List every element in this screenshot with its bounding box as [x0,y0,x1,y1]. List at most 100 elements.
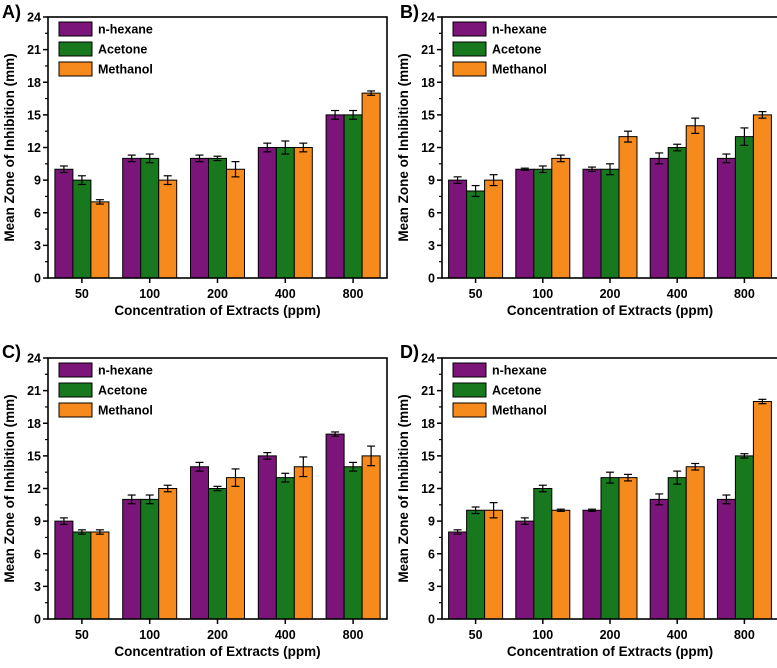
y-tick-label: 18 [421,417,435,431]
legend-label-n-hexane: n-hexane [98,364,153,378]
x-tick-label: 50 [75,287,89,301]
bar-methanol-400 [293,466,313,620]
legend: n-hexane Acetone Methanol [452,362,547,418]
x-tick-label: 800 [343,628,364,642]
panel-letter: A) [2,2,21,22]
y-tick-label: 3 [34,580,41,594]
chart-panel-4: D) 50 100 200 400 800 0 3 6 9 12 15 18 21 24 Concentrat… [396,342,777,659]
chart-panel-2: B) 50 100 200 400 800 0 3 6 9 12 15 18 21 24 Concentrat… [396,2,777,318]
bar-n-hexane-800 [716,157,736,279]
y-axis-title: Mean Zone of Inhibition (mm) [396,53,411,241]
y-tick-label: 6 [34,547,41,561]
bar-acetone-50 [466,190,486,279]
bar-acetone-100 [140,498,160,620]
y-axis-title: Mean Zone of Inhibition (mm) [396,394,411,582]
bar-methanol-100 [158,488,178,620]
y-tick-label: 21 [421,384,435,398]
x-axis-title: Concentration of Extracts (ppm) [114,303,320,318]
y-tick-label: 9 [428,174,435,188]
bar-methanol-200 [226,168,245,279]
x-tick-label: 50 [469,628,483,642]
legend-label-acetone: Acetone [98,43,147,57]
y-tick-label: 3 [428,239,435,253]
bar-n-hexane-200 [190,466,209,620]
y-tick-label: 24 [27,352,41,366]
legend-label-methanol: Methanol [98,404,153,418]
bar-n-hexane-800 [325,114,345,279]
bar-acetone-800 [343,466,363,620]
bar-methanol-100 [551,509,571,620]
legend: n-hexane Acetone Methanol [58,21,153,77]
x-tick-label: 200 [207,628,228,642]
bar-acetone-50 [72,179,92,279]
x-tick-label: 50 [469,287,483,301]
x-tick-label: 200 [207,287,228,301]
y-tick-label: 0 [428,272,435,286]
y-tick-label: 18 [27,76,41,90]
y-tick-label: 12 [27,141,41,155]
y-tick-label: 21 [27,43,41,57]
bar-acetone-400 [667,477,687,620]
y-tick-label: 15 [27,449,41,463]
bar-n-hexane-100 [515,168,535,279]
y-tick-label: 9 [34,174,41,188]
y-tick-label: 21 [421,43,435,57]
x-tick-label: 200 [600,628,621,642]
bar-n-hexane-100 [122,157,142,279]
x-axis-title: Concentration of Extracts (ppm) [507,303,713,318]
x-tick-label: 400 [275,628,296,642]
y-tick-label: 3 [428,580,435,594]
bar-acetone-50 [72,531,92,620]
bar-methanol-200 [618,477,638,620]
bar-acetone-100 [140,157,160,279]
bar-methanol-200 [226,477,245,620]
plot-frame [47,357,388,620]
bar-methanol-50 [90,531,110,620]
y-tick-label: 0 [34,272,41,286]
bar-methanol-200 [618,136,638,279]
bar-n-hexane-50 [448,179,468,279]
x-tick-label: 200 [600,287,621,301]
legend-swatch-acetone [452,41,487,57]
bar-methanol-50 [484,179,504,279]
bar-acetone-400 [275,477,295,620]
bar-acetone-200 [208,157,227,279]
bar-acetone-800 [343,114,363,279]
x-axis-title: Concentration of Extracts (ppm) [114,644,320,659]
y-tick-label: 0 [34,613,41,627]
y-tick-label: 0 [428,613,435,627]
legend-swatch-n-hexane [452,21,487,37]
y-tick-label: 15 [27,108,41,122]
y-tick-label: 18 [421,76,435,90]
legend-swatch-methanol [452,402,487,418]
y-tick-label: 24 [27,11,41,25]
legend: n-hexane Acetone Methanol [58,362,153,418]
bar-n-hexane-400 [649,498,669,620]
bar-n-hexane-50 [448,531,468,620]
bar-methanol-100 [158,179,178,279]
chart-panel-1: A) 50 100 200 400 800 0 3 6 9 12 15 18 21 24 Concentrat… [2,2,388,318]
bar-n-hexane-800 [325,433,345,620]
legend-swatch-methanol [452,61,487,77]
y-axis-title: Mean Zone of Inhibition (mm) [2,394,17,582]
x-axis-title: Concentration of Extracts (ppm) [507,644,713,659]
panel-letter: D) [400,342,419,362]
y-tick-label: 15 [421,449,435,463]
y-tick-label: 6 [428,547,435,561]
y-tick-label: 24 [421,11,435,25]
bar-n-hexane-200 [582,168,602,279]
bar-methanol-50 [90,201,110,279]
bar-acetone-400 [667,147,687,279]
bar-n-hexane-400 [649,157,669,279]
bar-n-hexane-800 [716,498,736,620]
bar-methanol-800 [361,92,381,279]
bar-n-hexane-100 [122,498,142,620]
bar-acetone-100 [533,488,553,620]
x-tick-label: 800 [734,628,755,642]
legend-label-n-hexane: n-hexane [492,23,547,37]
bar-n-hexane-100 [515,520,535,620]
legend-label-acetone: Acetone [492,43,541,57]
plot-frame [441,16,777,279]
panel-letter: C) [2,342,21,362]
